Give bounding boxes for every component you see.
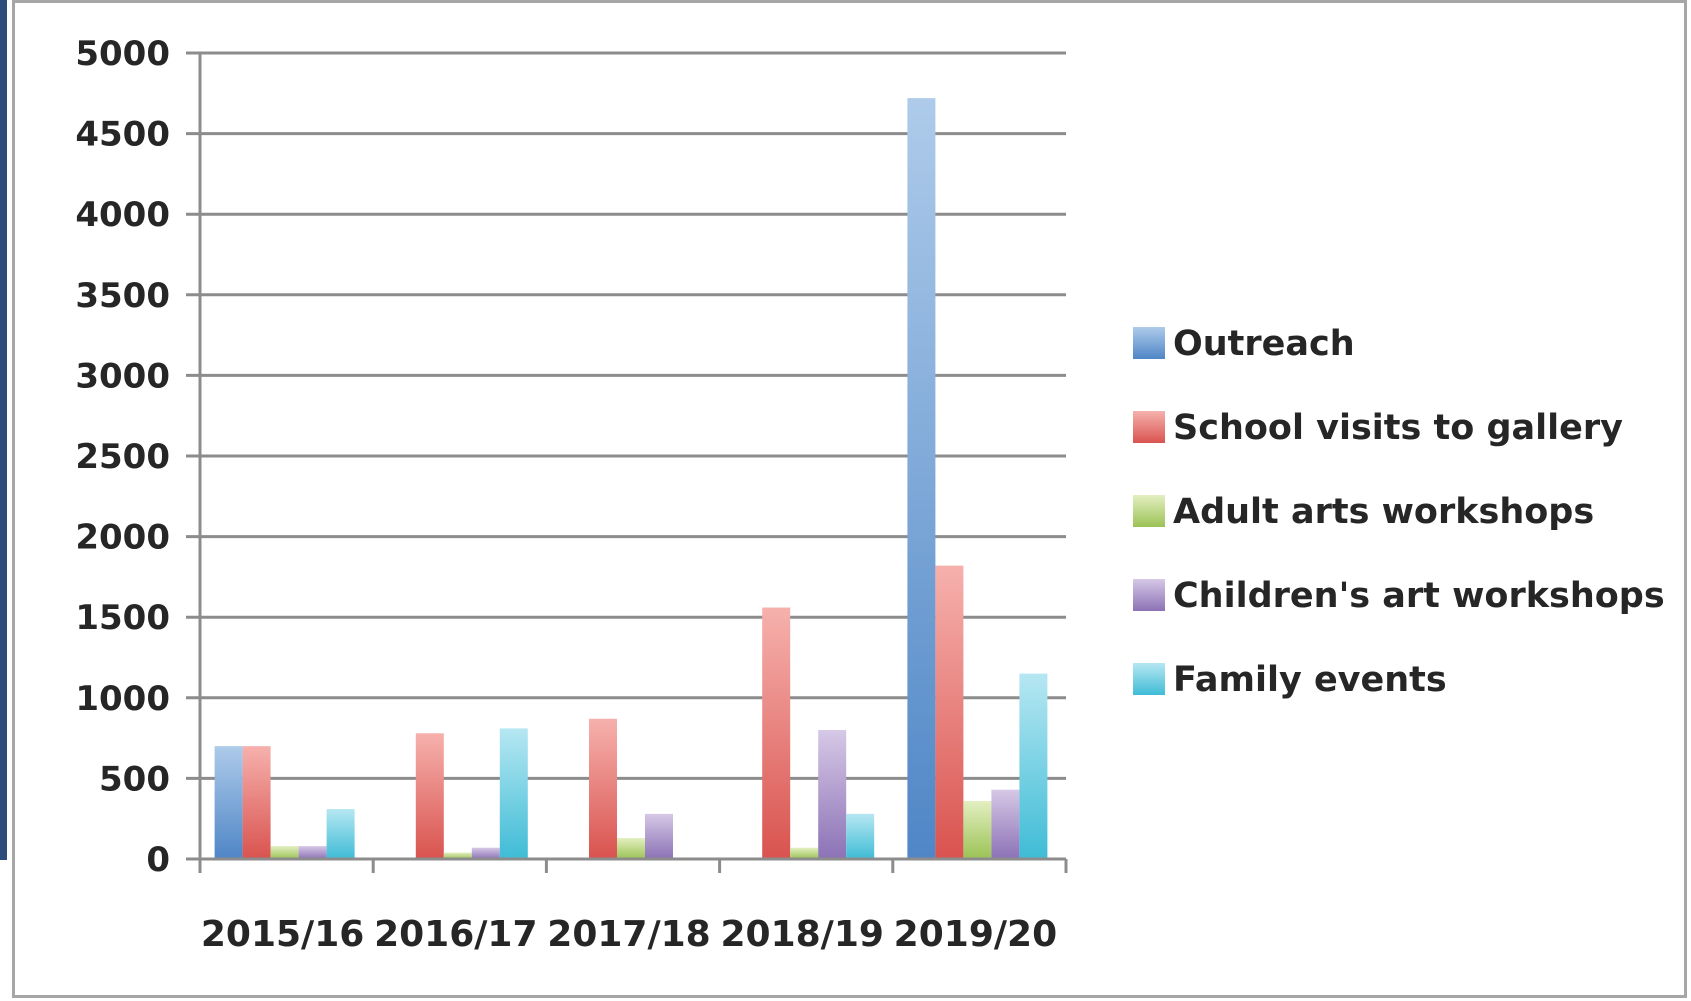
x-category-label: 2019/20 <box>894 914 1057 955</box>
bar-2016-17-series-3 <box>471 847 500 859</box>
x-category-label: 2017/18 <box>547 914 710 955</box>
y-tick-label: 3500 <box>75 276 170 316</box>
bar-2019-20-series-1 <box>935 565 964 859</box>
bar-2015-16-series-2 <box>270 846 299 859</box>
bar-2018-19-series-1 <box>762 607 791 859</box>
bar-2016-17-series-4 <box>499 728 528 859</box>
y-tick-label: 2000 <box>75 518 170 558</box>
y-tick-label: 500 <box>99 759 170 799</box>
legend-swatch <box>1133 663 1165 695</box>
y-tick-label: 1500 <box>75 598 170 638</box>
bar-2017-18-series-3 <box>645 813 673 859</box>
legend: Outreach School visits to gallery Adult ar… <box>1133 324 1665 700</box>
x-category-label: 2016/17 <box>374 914 537 955</box>
y-tick-label: 4000 <box>75 195 170 235</box>
bar-2019-20-series-2 <box>963 800 992 859</box>
bar-2016-17-series-2 <box>443 852 472 859</box>
bar-2018-19-series-2 <box>790 847 819 859</box>
bars <box>214 98 1048 860</box>
x-category-label: 2018/19 <box>720 914 883 955</box>
legend-label: Family events <box>1173 660 1447 700</box>
bar-2015-16-series-1 <box>242 746 271 859</box>
y-tick-label: 5000 <box>75 34 170 74</box>
y-tick-label: 1000 <box>75 679 170 719</box>
axes <box>198 53 1068 873</box>
y-tick-label: 0 <box>146 840 170 880</box>
x-category-labels: 2015/16 2016/17 2017/18 2018/19 2019/20 <box>201 914 1057 955</box>
legend-label: Outreach <box>1173 324 1355 364</box>
legend-label: Children's art workshops <box>1173 576 1665 616</box>
y-tick-label: 2500 <box>75 437 170 477</box>
bar-2019-20-series-0 <box>907 98 936 860</box>
bar-2016-17-series-1 <box>415 733 444 859</box>
legend-swatch <box>1133 495 1165 527</box>
left-edge-bar <box>0 0 7 860</box>
y-tick-label: 4500 <box>75 115 170 155</box>
bar-2017-18-series-2 <box>617 838 645 859</box>
legend-swatch <box>1133 579 1165 611</box>
legend-swatch <box>1133 327 1165 359</box>
x-category-label: 2015/16 <box>201 914 364 955</box>
y-tick-label: 3000 <box>75 356 170 396</box>
y-tick-labels: 0 500 1000 1500 2000 2500 3000 3500 4000 4500 5000 <box>75 34 170 880</box>
bar-2018-19-series-3 <box>818 730 847 859</box>
bar-2015-16-series-4 <box>326 809 355 859</box>
legend-label: School visits to gallery <box>1173 408 1623 448</box>
bar-2015-16-series-0 <box>214 746 243 859</box>
bar-2015-16-series-3 <box>298 846 327 859</box>
bar-2018-19-series-4 <box>846 813 875 859</box>
legend-label: Adult arts workshops <box>1173 492 1594 532</box>
bar-2019-20-series-3 <box>991 789 1020 859</box>
bar-2019-20-series-4 <box>1019 673 1048 859</box>
bar-2017-18-series-1 <box>589 718 617 859</box>
legend-swatch <box>1133 411 1165 443</box>
